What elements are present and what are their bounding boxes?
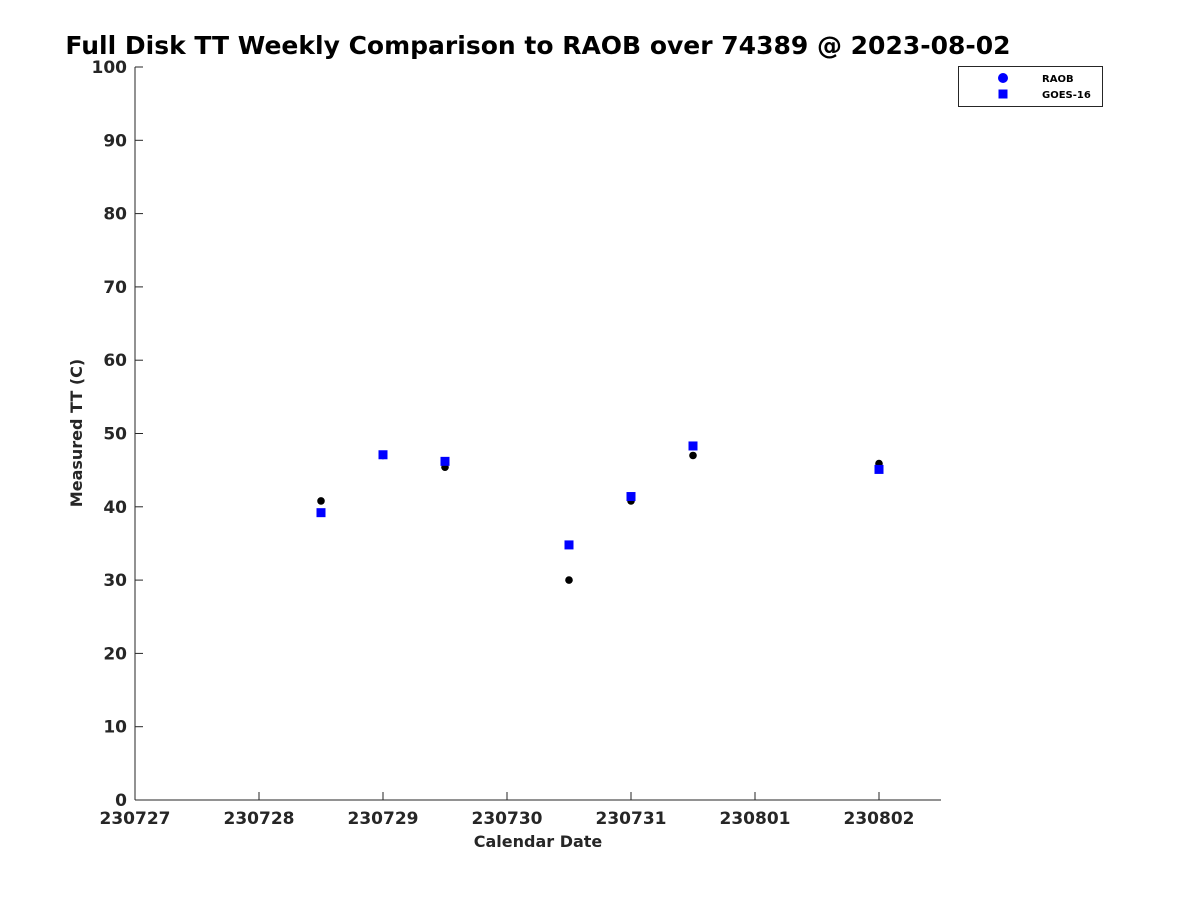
legend-marker-raob bbox=[998, 73, 1008, 83]
legend-marker-goes-16 bbox=[998, 89, 1008, 99]
y-tick-label: 0 bbox=[115, 791, 127, 811]
x-tick-label: 230801 bbox=[720, 809, 791, 829]
y-axis-label: Measured TT (C) bbox=[67, 359, 86, 507]
y-tick-label: 90 bbox=[103, 131, 127, 151]
x-tick-label: 230728 bbox=[224, 809, 295, 829]
legend: RAOB GOES-16 bbox=[958, 66, 1103, 107]
x-tick-label: 230802 bbox=[844, 809, 915, 829]
legend-label-raob: RAOB bbox=[1042, 74, 1074, 85]
series-goes-16 bbox=[316, 441, 884, 550]
y-tick-label: 30 bbox=[103, 571, 127, 591]
y-tick-label: 80 bbox=[103, 205, 127, 225]
raob-point bbox=[565, 576, 573, 584]
y-tick-label: 40 bbox=[103, 498, 127, 518]
x-tick-label: 230727 bbox=[100, 809, 171, 829]
goes-16-point bbox=[316, 508, 326, 518]
x-ticks: 230727 230728 230729 230730 230731 230801 2308… bbox=[100, 792, 915, 829]
y-tick-label: 60 bbox=[103, 351, 127, 371]
raob-point bbox=[689, 451, 697, 460]
x-tick-label: 230731 bbox=[596, 809, 667, 829]
y-tick-label: 100 bbox=[92, 58, 128, 78]
legend-entries: RAOB GOES-16 bbox=[998, 73, 1091, 101]
y-tick-label: 10 bbox=[103, 718, 127, 738]
y-ticks: 0 10 20 30 40 50 60 70 80 90 100 bbox=[92, 58, 143, 811]
x-tick-label: 230730 bbox=[472, 809, 543, 829]
raob-point bbox=[317, 497, 325, 505]
y-tick-label: 20 bbox=[103, 644, 127, 664]
goes-16-point bbox=[564, 540, 574, 550]
x-tick-label: 230729 bbox=[348, 809, 419, 829]
chart-title: Full Disk TT Weekly Comparison to RAOB o… bbox=[65, 31, 1010, 60]
series-layer bbox=[316, 441, 884, 584]
goes-16-point bbox=[874, 464, 884, 474]
y-tick-label: 50 bbox=[103, 425, 127, 445]
goes-16-point bbox=[440, 456, 450, 466]
series-raob bbox=[317, 451, 883, 584]
legend-box bbox=[958, 66, 1103, 107]
goes-16-point bbox=[688, 441, 698, 451]
goes-16-point bbox=[626, 492, 636, 502]
legend-label-goes-16: GOES-16 bbox=[1042, 90, 1091, 101]
y-tick-label: 70 bbox=[103, 278, 127, 298]
x-axis-label: Calendar Date bbox=[474, 832, 603, 851]
goes-16-point bbox=[378, 450, 388, 460]
